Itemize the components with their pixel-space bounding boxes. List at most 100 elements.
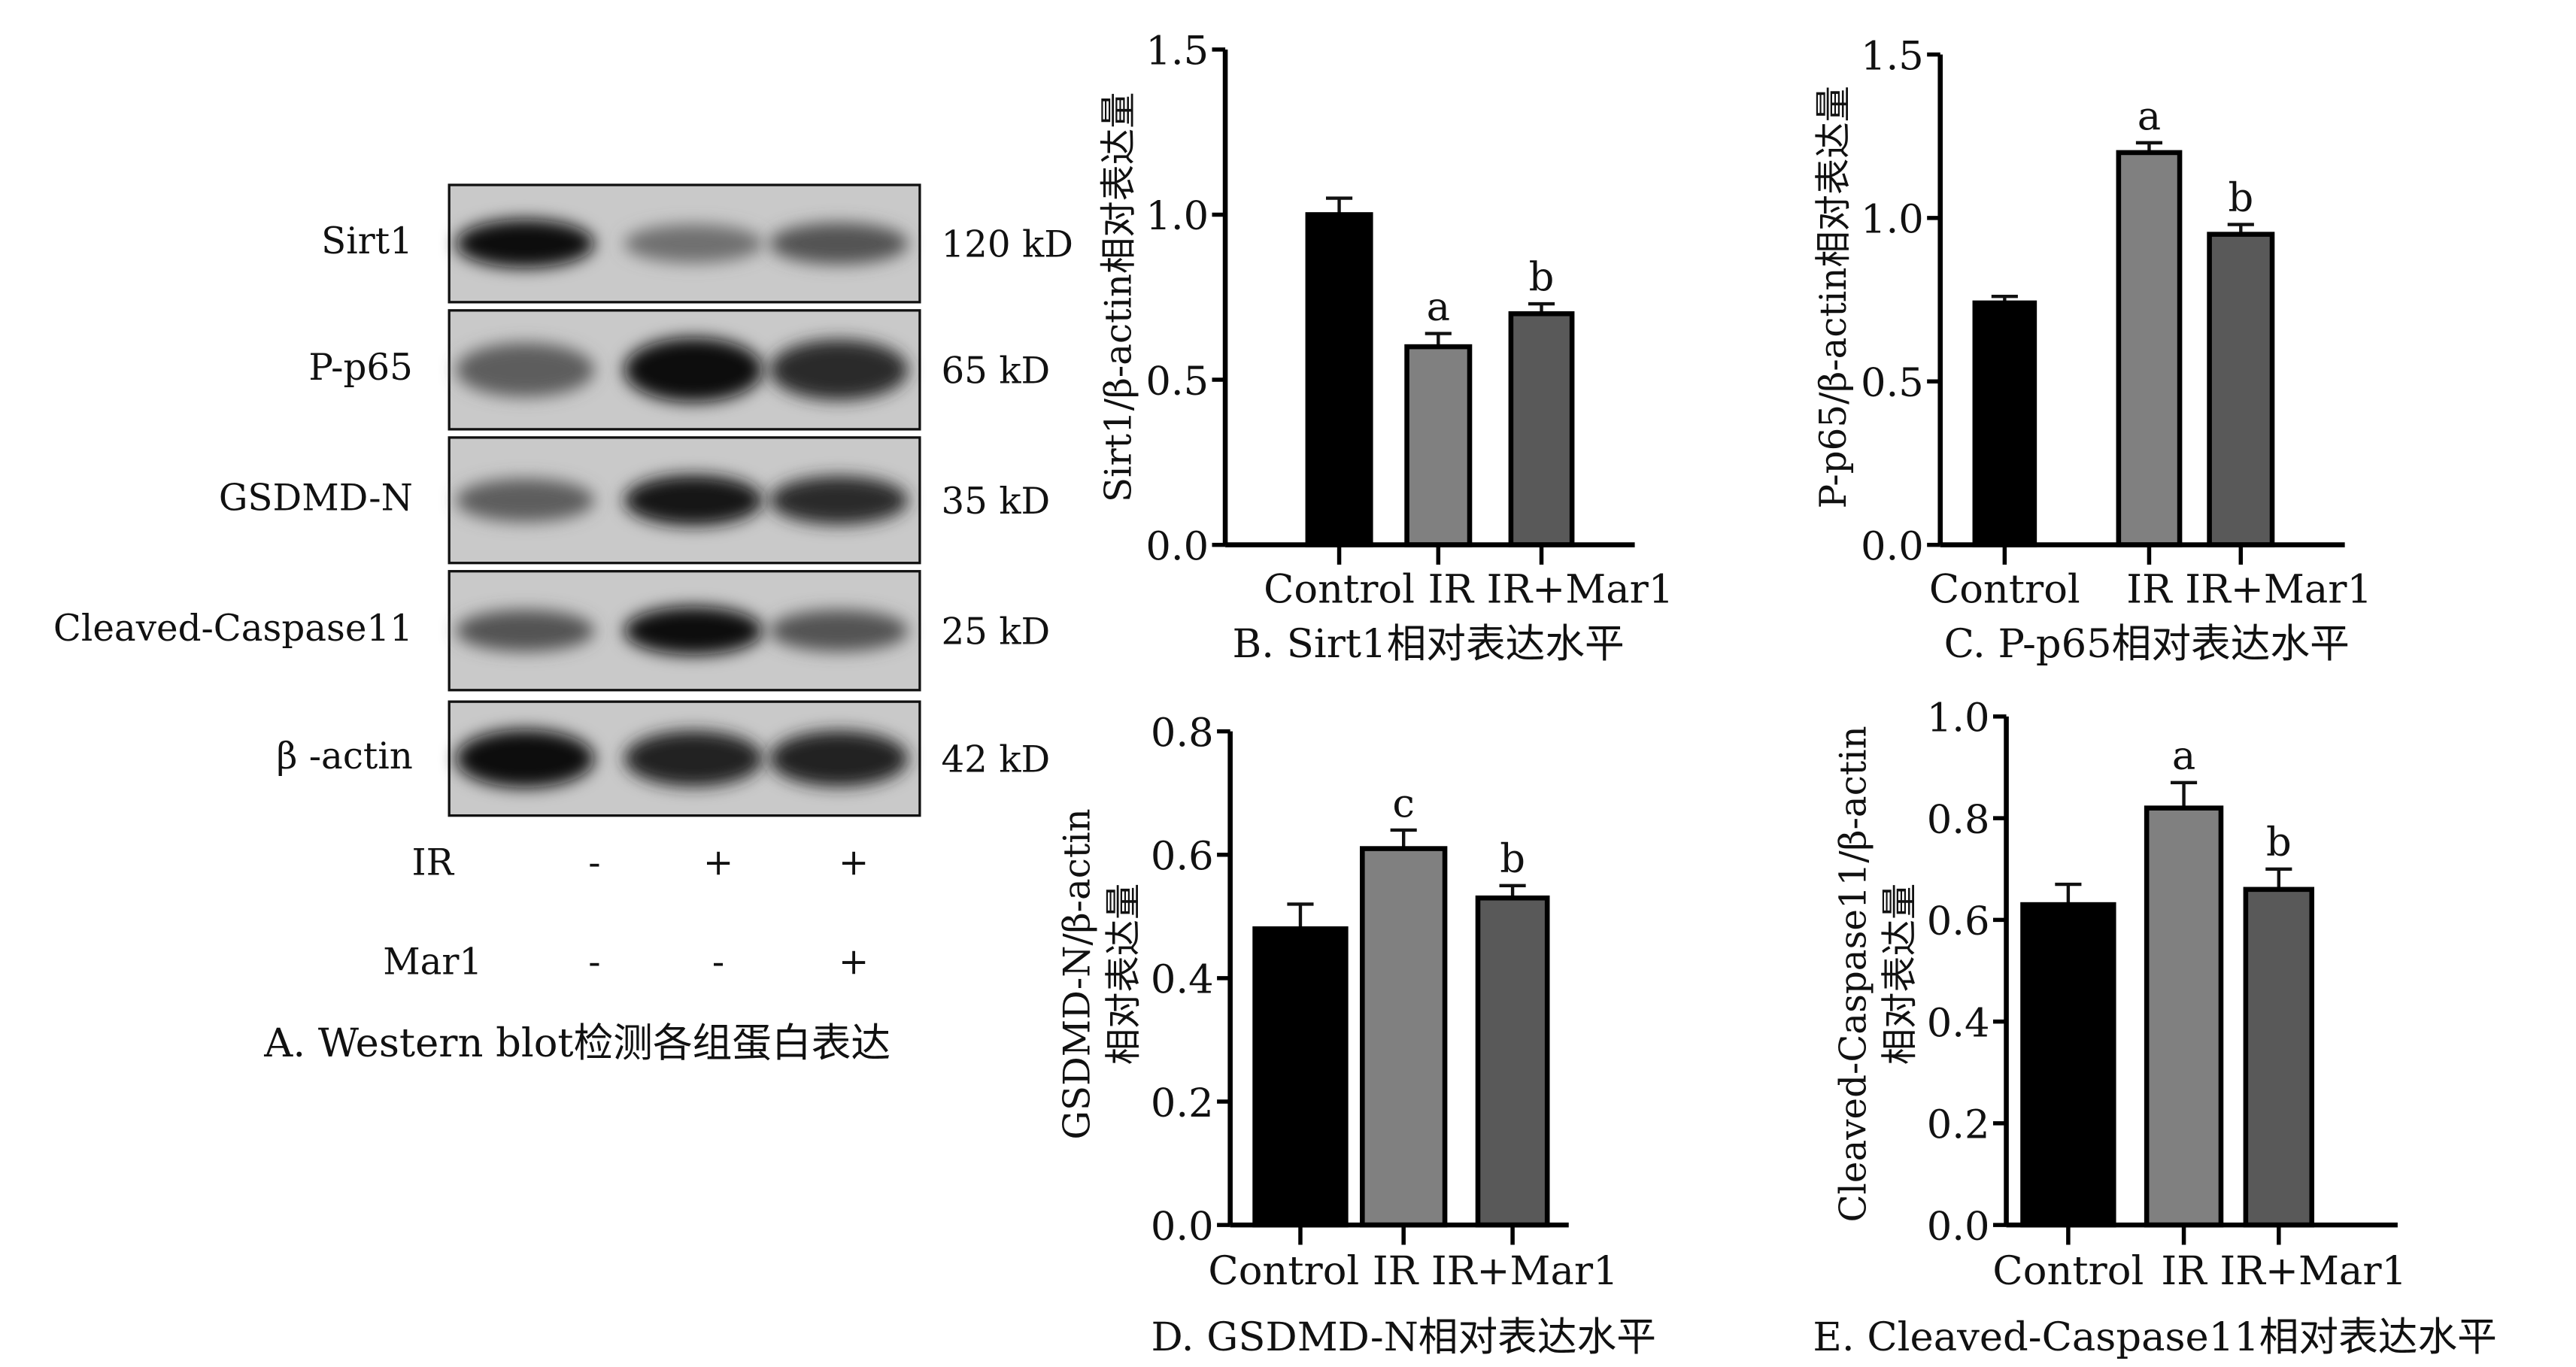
molecular-weight-label: 42 kD <box>941 738 1050 780</box>
x-tick-label: IR+Mar1 <box>2185 566 2372 612</box>
blot-band <box>769 610 909 652</box>
chart-d: c b 0.0 0.2 0.4 0.6 0.8 Control IR IR+Mar1 相对表达量GS… <box>1057 710 1656 1360</box>
y-tick-label: 0.4 <box>1927 1000 1990 1046</box>
blot-band <box>455 610 595 652</box>
blot-band <box>769 223 909 265</box>
significance-label: a <box>2138 93 2161 139</box>
bar-ir <box>1404 344 1473 547</box>
protein-label: Cleaved-Caspase11 <box>53 608 413 650</box>
bar-ir <box>1360 846 1448 1228</box>
y-tick-label: 1.0 <box>1145 193 1209 239</box>
blot-band <box>624 224 763 263</box>
x-tick-label: IR+Mar1 <box>1487 566 1674 612</box>
bar-ir <box>2116 150 2183 547</box>
bar-ir-mar1 <box>2243 887 2315 1228</box>
blot-band <box>769 475 909 525</box>
protein-label: Sirt1 <box>321 220 413 262</box>
condition-sign: - <box>588 842 600 884</box>
significance-label: b <box>1529 254 1555 300</box>
chart-caption: B. Sirt1相对表达水平 <box>1233 621 1625 667</box>
x-tick-label: IR <box>2161 1248 2207 1294</box>
chart-caption: C. P-p65相对表达水平 <box>1944 621 2350 667</box>
blot-band <box>455 729 595 788</box>
bar-ir-mar1 <box>2207 232 2275 547</box>
protein-label: β -actin <box>276 735 412 777</box>
chart-caption: E. Cleaved-Caspase11相对表达水平 <box>1813 1314 2496 1360</box>
y-tick-label: 1.0 <box>1927 696 1990 741</box>
molecular-weight-label: 25 kD <box>941 611 1050 653</box>
y-tick-label: 0.0 <box>1151 1204 1214 1250</box>
molecular-weight-label: 120 kD <box>941 223 1073 265</box>
condition-sign: - <box>588 941 600 983</box>
y-axis-label-line2: 相对表达量 <box>1103 884 1145 1065</box>
x-tick-label: Control <box>1264 566 1415 612</box>
bar-ir <box>2144 805 2224 1228</box>
x-tick-label: IR <box>1373 1248 1419 1294</box>
panel-a-caption: A. Western blot检测各组蛋白表达 <box>263 1020 891 1066</box>
bar-ir-mar1 <box>1508 311 1575 547</box>
y-tick-label: 0.5 <box>1145 359 1209 405</box>
y-tick-label: 0.6 <box>1927 899 1990 944</box>
condition-label: IR <box>411 842 454 884</box>
molecular-weight-label: 65 kD <box>941 350 1050 392</box>
significance-label: b <box>1500 836 1525 882</box>
condition-sign: + <box>703 842 733 884</box>
blot-band <box>624 474 763 526</box>
chart-e: a b 0.0 0.2 0.4 0.6 0.8 1.0 Control IR IR+Mar1 相对表达… <box>1813 696 2496 1360</box>
x-tick-label: IR <box>2126 566 2173 612</box>
y-tick-label: 1.5 <box>1861 33 1924 79</box>
significance-label: b <box>2266 820 2292 865</box>
chart-caption: D. GSDMD-N相对表达水平 <box>1151 1314 1655 1360</box>
x-tick-label: Control <box>1992 1248 2144 1294</box>
x-tick-label: IR+Mar1 <box>1431 1248 1619 1294</box>
blot-band <box>624 337 763 402</box>
x-tick-label: Control <box>1208 1248 1359 1294</box>
y-axis-label: Cleaved-Caspase11/β-actin <box>1833 726 1875 1222</box>
blot-band <box>455 478 595 523</box>
condition-label: Mar1 <box>383 941 482 983</box>
significance-label: a <box>1427 284 1450 330</box>
protein-label: GSDMD-N <box>219 477 413 519</box>
y-tick-label: 0.8 <box>1151 710 1214 756</box>
x-tick-label: IR <box>1428 566 1475 612</box>
significance-label: a <box>2172 733 2195 779</box>
blot-band <box>455 342 595 397</box>
y-tick-label: 0.8 <box>1927 797 1990 843</box>
significance-label: b <box>2228 175 2253 221</box>
y-axis-label: P-p65/β-actin相对表达量 <box>1813 86 1855 508</box>
bar-ir-mar1 <box>1475 895 1550 1228</box>
y-tick-label: 0.5 <box>1861 360 1924 406</box>
condition-sign: + <box>839 941 869 983</box>
y-tick-label: 0.0 <box>1927 1204 1990 1250</box>
y-tick-label: 0.2 <box>1151 1081 1214 1126</box>
y-tick-label: 0.2 <box>1927 1102 1990 1148</box>
y-axis-label: GSDMD-N/β-actin <box>1057 808 1099 1139</box>
bar-control <box>1972 300 2037 547</box>
x-tick-label: IR+Mar1 <box>2219 1248 2407 1294</box>
blot-band <box>624 730 763 787</box>
bar-control <box>2020 902 2116 1228</box>
blot-band <box>455 219 595 268</box>
bar-control <box>1305 212 1373 547</box>
y-tick-label: 0.6 <box>1151 834 1214 880</box>
bar-charts: a b 0.0 0.5 1.0 1.5 Control IR IR+Mar1 Sirt1/β-ac… <box>1057 29 2497 1360</box>
x-tick-label: Control <box>1929 566 2080 612</box>
condition-sign: - <box>712 941 724 983</box>
y-axis-label-line2: 相对表达量 <box>1879 884 1921 1065</box>
molecular-weight-label: 35 kD <box>941 480 1050 523</box>
significance-label: c <box>1392 780 1415 826</box>
chart-b: a b 0.0 0.5 1.0 1.5 Control IR IR+Mar1 Sirt1/β-ac… <box>1098 29 1674 667</box>
y-axis-label: Sirt1/β-actin相对表达量 <box>1098 92 1140 502</box>
condition-sign: + <box>839 842 869 884</box>
blot-band <box>624 606 763 656</box>
y-tick-label: 1.0 <box>1861 197 1924 243</box>
chart-c: a b 0.0 0.5 1.0 1.5 Control IR IR+Mar1 P-p65/β-ac… <box>1813 33 2372 667</box>
y-tick-label: 0.4 <box>1151 957 1214 1003</box>
western-blot-panel: Sirt1 120 kD P-p65 65 kD GSDMD-N 35 kD Cleaved… <box>53 183 1073 1066</box>
bar-control <box>1252 926 1349 1228</box>
y-tick-label: 0.0 <box>1861 523 1924 569</box>
protein-label: P-p65 <box>308 347 413 389</box>
y-tick-label: 1.5 <box>1145 29 1209 74</box>
y-tick-label: 0.0 <box>1145 523 1209 569</box>
